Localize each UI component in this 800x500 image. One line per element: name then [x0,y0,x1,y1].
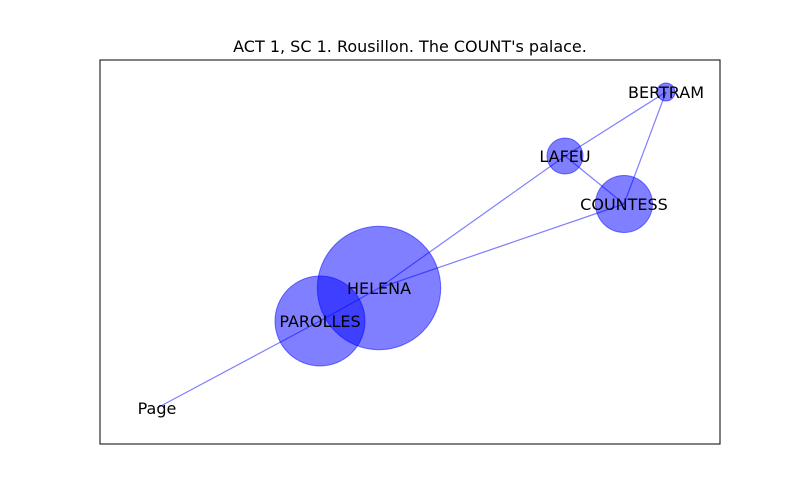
nodes-layer [274,82,676,367]
figure-title: ACT 1, SC 1. Rousillon. The COUNT's pala… [233,37,587,56]
node-lafeu [546,137,584,175]
node-countess [595,175,653,233]
node-parolles [274,275,366,367]
node-label-parolles: PAROLLES [279,312,360,331]
node-label-bertram: BERTRAM [628,83,704,102]
labels-layer: BERTRAM LAFEU COUNTESS HELENA PAROLLES Page [138,83,704,418]
node-label-page: Page [138,399,177,418]
node-label-countess: COUNTESS [580,195,668,214]
plot-frame [99,59,721,445]
edge-bertram-lafeu [564,91,667,157]
node-label-lafeu: LAFEU [539,147,590,166]
node-bertram [656,82,676,102]
node-label-helena: HELENA [347,279,411,298]
